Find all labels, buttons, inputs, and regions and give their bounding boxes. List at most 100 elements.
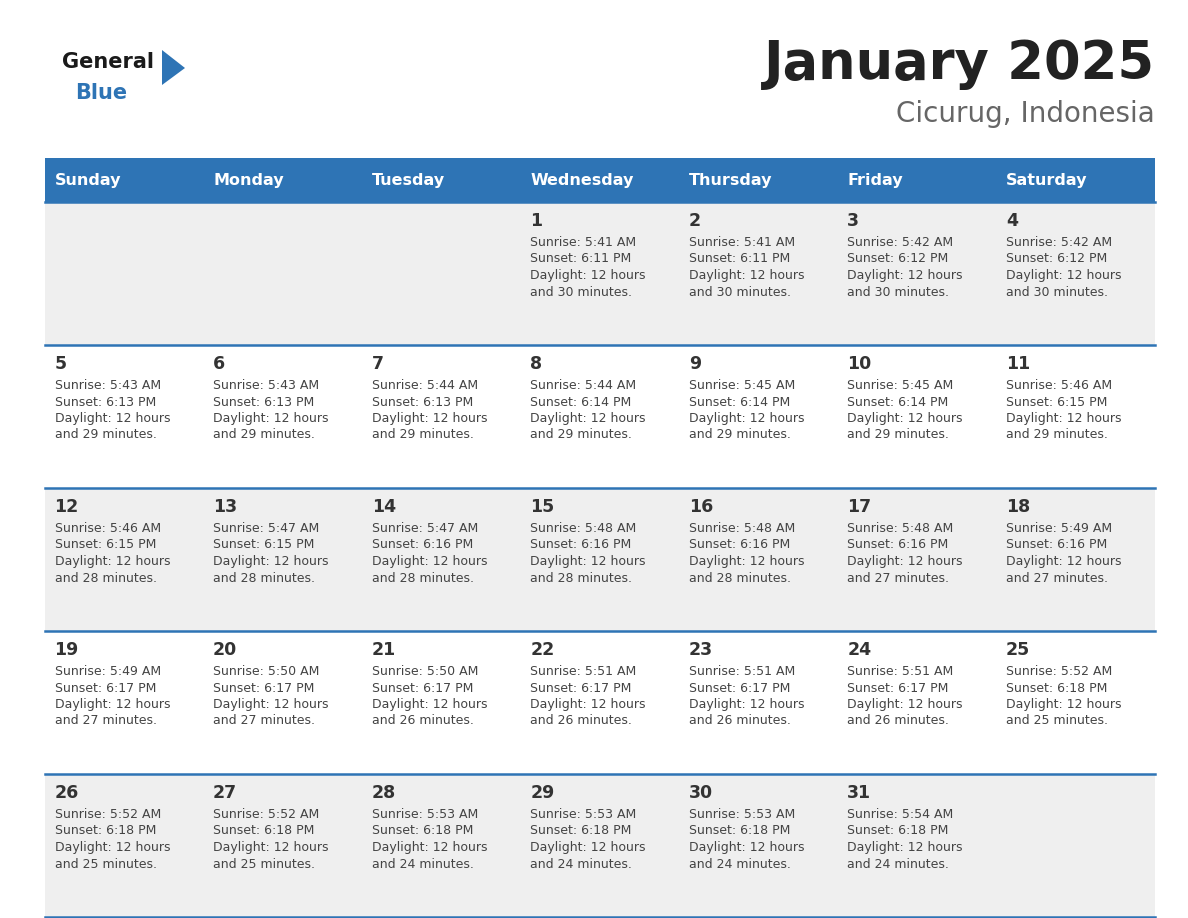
Text: Sunrise: 5:52 AM: Sunrise: 5:52 AM: [213, 808, 320, 821]
Text: Sunset: 6:14 PM: Sunset: 6:14 PM: [847, 396, 949, 409]
Text: Sunset: 6:18 PM: Sunset: 6:18 PM: [372, 824, 473, 837]
Text: Sunrise: 5:53 AM: Sunrise: 5:53 AM: [530, 808, 637, 821]
Text: January 2025: January 2025: [764, 38, 1155, 90]
Text: Sunrise: 5:44 AM: Sunrise: 5:44 AM: [372, 379, 478, 392]
Text: Sunset: 6:12 PM: Sunset: 6:12 PM: [1006, 252, 1107, 265]
Text: Sunset: 6:18 PM: Sunset: 6:18 PM: [530, 824, 632, 837]
Bar: [203, 345, 362, 488]
Text: Sunset: 6:17 PM: Sunset: 6:17 PM: [847, 681, 949, 695]
Bar: [680, 774, 838, 917]
Bar: [203, 158, 362, 202]
Text: Sunset: 6:15 PM: Sunset: 6:15 PM: [213, 539, 315, 552]
Text: Sunrise: 5:47 AM: Sunrise: 5:47 AM: [213, 522, 320, 535]
Bar: [45, 774, 203, 917]
Text: Sunrise: 5:52 AM: Sunrise: 5:52 AM: [1006, 665, 1112, 678]
Text: Sunrise: 5:46 AM: Sunrise: 5:46 AM: [1006, 379, 1112, 392]
Text: and 30 minutes.: and 30 minutes.: [1006, 285, 1108, 298]
Text: Wednesday: Wednesday: [530, 174, 633, 188]
Bar: [362, 202, 520, 345]
Text: and 29 minutes.: and 29 minutes.: [55, 429, 157, 442]
Text: Sunset: 6:18 PM: Sunset: 6:18 PM: [847, 824, 949, 837]
Text: and 25 minutes.: and 25 minutes.: [55, 857, 157, 870]
Text: Sunset: 6:16 PM: Sunset: 6:16 PM: [530, 539, 632, 552]
Text: Sunrise: 5:46 AM: Sunrise: 5:46 AM: [55, 522, 160, 535]
Text: 10: 10: [847, 355, 872, 373]
Text: 20: 20: [213, 641, 238, 659]
Bar: [520, 774, 680, 917]
Text: and 24 minutes.: and 24 minutes.: [689, 857, 791, 870]
Text: 15: 15: [530, 498, 555, 516]
Text: 23: 23: [689, 641, 713, 659]
Text: Sunset: 6:14 PM: Sunset: 6:14 PM: [689, 396, 790, 409]
Bar: [680, 202, 838, 345]
Text: 30: 30: [689, 784, 713, 802]
Text: 14: 14: [372, 498, 396, 516]
Text: Sunset: 6:18 PM: Sunset: 6:18 PM: [213, 824, 315, 837]
Text: Sunrise: 5:42 AM: Sunrise: 5:42 AM: [847, 236, 954, 249]
Text: Daylight: 12 hours: Daylight: 12 hours: [530, 412, 646, 425]
Text: Sunset: 6:17 PM: Sunset: 6:17 PM: [55, 681, 156, 695]
Text: Daylight: 12 hours: Daylight: 12 hours: [847, 555, 962, 568]
Text: Blue: Blue: [75, 83, 127, 103]
Polygon shape: [162, 50, 185, 85]
Text: and 29 minutes.: and 29 minutes.: [213, 429, 315, 442]
Text: 1: 1: [530, 212, 543, 230]
Text: 22: 22: [530, 641, 555, 659]
Bar: [997, 202, 1155, 345]
Text: Sunrise: 5:43 AM: Sunrise: 5:43 AM: [55, 379, 160, 392]
Text: Sunrise: 5:43 AM: Sunrise: 5:43 AM: [213, 379, 320, 392]
Text: 19: 19: [55, 641, 78, 659]
Bar: [838, 488, 997, 631]
Bar: [45, 158, 203, 202]
Text: Sunrise: 5:48 AM: Sunrise: 5:48 AM: [530, 522, 637, 535]
Bar: [45, 202, 203, 345]
Text: and 27 minutes.: and 27 minutes.: [1006, 572, 1108, 585]
Bar: [520, 345, 680, 488]
Text: Sunrise: 5:44 AM: Sunrise: 5:44 AM: [530, 379, 637, 392]
Bar: [997, 631, 1155, 774]
Text: Sunset: 6:13 PM: Sunset: 6:13 PM: [372, 396, 473, 409]
Text: and 30 minutes.: and 30 minutes.: [689, 285, 791, 298]
Text: Daylight: 12 hours: Daylight: 12 hours: [530, 698, 646, 711]
Text: and 29 minutes.: and 29 minutes.: [689, 429, 791, 442]
Text: and 25 minutes.: and 25 minutes.: [213, 857, 315, 870]
Text: Daylight: 12 hours: Daylight: 12 hours: [847, 841, 962, 854]
Bar: [680, 158, 838, 202]
Text: Sunrise: 5:47 AM: Sunrise: 5:47 AM: [372, 522, 478, 535]
Text: 6: 6: [213, 355, 226, 373]
Text: and 29 minutes.: and 29 minutes.: [1006, 429, 1108, 442]
Text: Daylight: 12 hours: Daylight: 12 hours: [847, 412, 962, 425]
Text: and 27 minutes.: and 27 minutes.: [213, 714, 315, 727]
Text: and 26 minutes.: and 26 minutes.: [847, 714, 949, 727]
Text: Sunrise: 5:51 AM: Sunrise: 5:51 AM: [689, 665, 795, 678]
Text: Daylight: 12 hours: Daylight: 12 hours: [55, 412, 170, 425]
Text: Sunset: 6:18 PM: Sunset: 6:18 PM: [689, 824, 790, 837]
Text: Daylight: 12 hours: Daylight: 12 hours: [847, 269, 962, 282]
Bar: [997, 488, 1155, 631]
Text: 2: 2: [689, 212, 701, 230]
Text: 26: 26: [55, 784, 78, 802]
Text: Sunrise: 5:50 AM: Sunrise: 5:50 AM: [213, 665, 320, 678]
Text: 7: 7: [372, 355, 384, 373]
Text: Daylight: 12 hours: Daylight: 12 hours: [689, 412, 804, 425]
Text: 4: 4: [1006, 212, 1018, 230]
Text: 11: 11: [1006, 355, 1030, 373]
Text: 5: 5: [55, 355, 67, 373]
Text: Daylight: 12 hours: Daylight: 12 hours: [530, 269, 646, 282]
Text: and 29 minutes.: and 29 minutes.: [372, 429, 474, 442]
Text: Daylight: 12 hours: Daylight: 12 hours: [213, 841, 329, 854]
Text: Sunrise: 5:48 AM: Sunrise: 5:48 AM: [689, 522, 795, 535]
Text: General: General: [62, 52, 154, 72]
Text: Cicurug, Indonesia: Cicurug, Indonesia: [896, 100, 1155, 128]
Bar: [838, 202, 997, 345]
Bar: [203, 631, 362, 774]
Text: Daylight: 12 hours: Daylight: 12 hours: [372, 555, 487, 568]
Text: 18: 18: [1006, 498, 1030, 516]
Text: 3: 3: [847, 212, 859, 230]
Bar: [362, 774, 520, 917]
Text: Sunrise: 5:45 AM: Sunrise: 5:45 AM: [689, 379, 795, 392]
Text: Sunset: 6:16 PM: Sunset: 6:16 PM: [689, 539, 790, 552]
Bar: [362, 158, 520, 202]
Text: and 27 minutes.: and 27 minutes.: [847, 572, 949, 585]
Text: Thursday: Thursday: [689, 174, 772, 188]
